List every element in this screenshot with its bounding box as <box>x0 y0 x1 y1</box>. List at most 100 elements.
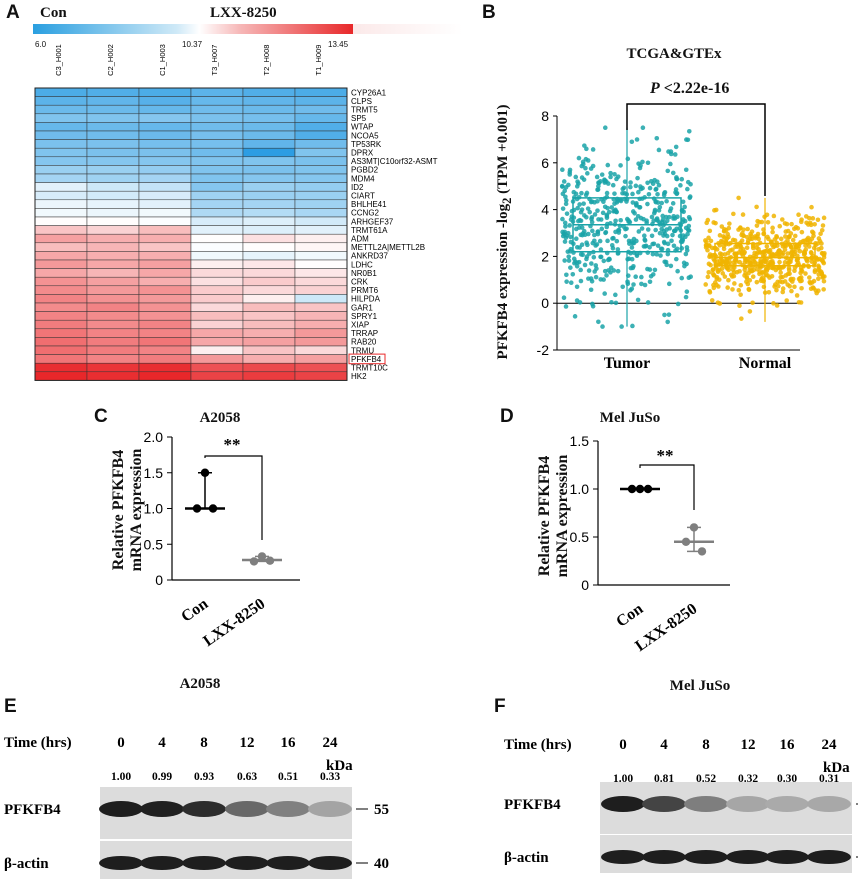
b-point <box>733 251 739 257</box>
b-point <box>563 304 569 309</box>
b-point <box>573 236 579 242</box>
b-point <box>576 155 582 161</box>
b-point <box>587 209 593 215</box>
b-point <box>660 213 666 219</box>
b-point <box>786 260 792 266</box>
gene-label: PGBD2 <box>351 166 379 175</box>
b-point <box>659 200 665 206</box>
blot-band <box>807 796 851 812</box>
b-point <box>788 276 794 282</box>
blot-strip <box>100 841 352 879</box>
b-point <box>563 198 569 203</box>
b-point <box>598 247 604 252</box>
b-point <box>748 236 753 241</box>
b-point <box>589 278 595 284</box>
b-point <box>647 185 653 191</box>
b-point <box>673 144 679 150</box>
b-point <box>816 236 822 241</box>
b-point <box>785 238 790 243</box>
b-point <box>631 236 637 242</box>
b-point <box>638 163 643 168</box>
b-point <box>645 266 650 272</box>
b-point <box>636 229 642 234</box>
b-point <box>640 125 646 130</box>
gene-label: NR0B1 <box>351 269 377 278</box>
b-point <box>674 190 680 196</box>
b-point <box>799 229 805 235</box>
b-point <box>744 279 749 285</box>
b-point <box>776 248 782 253</box>
b-point <box>705 217 711 223</box>
b-point <box>593 263 599 268</box>
b-point <box>815 241 820 246</box>
b-point <box>739 316 744 321</box>
highlight-box <box>348 353 386 365</box>
b-point <box>630 240 635 246</box>
b-point <box>688 274 694 280</box>
gene-label: CIART <box>351 192 375 201</box>
b-point <box>737 303 742 309</box>
b-point <box>799 268 805 274</box>
b-point <box>628 265 634 271</box>
b-point <box>783 243 789 249</box>
b-point <box>567 223 572 228</box>
b-point <box>568 265 573 270</box>
gene-label: MDM4 <box>351 174 375 183</box>
b-point <box>562 239 568 244</box>
b-point <box>586 268 592 273</box>
b-point <box>595 187 601 192</box>
b-ytick-label: 6 <box>541 155 549 171</box>
b-point <box>650 272 656 277</box>
b-point <box>737 243 743 248</box>
b-point <box>682 204 687 210</box>
b-point <box>786 267 792 273</box>
time-point: 12 <box>240 735 255 751</box>
b-point <box>803 214 809 219</box>
b-point <box>562 220 568 226</box>
b-point <box>635 175 640 181</box>
b-point <box>655 191 660 197</box>
b-point <box>784 298 790 303</box>
gene-label: CLPS <box>351 97 372 106</box>
b-point <box>594 174 600 180</box>
panel-e-label: E <box>4 696 17 717</box>
b-point <box>563 201 569 207</box>
b-ytick-label: 8 <box>541 108 549 124</box>
b-point <box>628 184 633 190</box>
b-point <box>685 179 691 185</box>
blot-strip <box>100 787 352 839</box>
dot-point <box>265 556 275 565</box>
panel-b-title: TCGA&GTEx <box>626 46 722 62</box>
b-point <box>589 219 595 225</box>
b-point <box>578 252 584 257</box>
b-point <box>747 309 753 314</box>
b-point <box>662 312 667 318</box>
b-point <box>564 211 570 216</box>
b-point <box>627 241 632 246</box>
b-point <box>745 226 750 232</box>
dot-point <box>681 537 691 546</box>
b-point <box>604 224 610 230</box>
b-point <box>561 295 567 301</box>
b-point <box>737 259 743 265</box>
b-point <box>615 247 621 252</box>
gene-label: SP5 <box>351 114 367 123</box>
dot-point <box>697 547 707 556</box>
panel-c-title: A2058 <box>199 410 241 426</box>
b-point <box>777 259 782 265</box>
b-point <box>783 229 789 234</box>
b-point <box>633 274 639 279</box>
b-point <box>645 227 651 232</box>
b-point <box>615 174 621 179</box>
b-point <box>809 259 815 264</box>
b-point <box>650 181 656 187</box>
b-point <box>623 233 628 239</box>
b-point <box>719 266 725 272</box>
panel-c-label: C <box>94 406 108 427</box>
b-point <box>779 217 785 222</box>
b-point <box>633 183 639 189</box>
b-point <box>573 174 579 180</box>
b-point <box>725 285 730 290</box>
b-point <box>560 206 566 211</box>
b-point <box>665 241 671 247</box>
